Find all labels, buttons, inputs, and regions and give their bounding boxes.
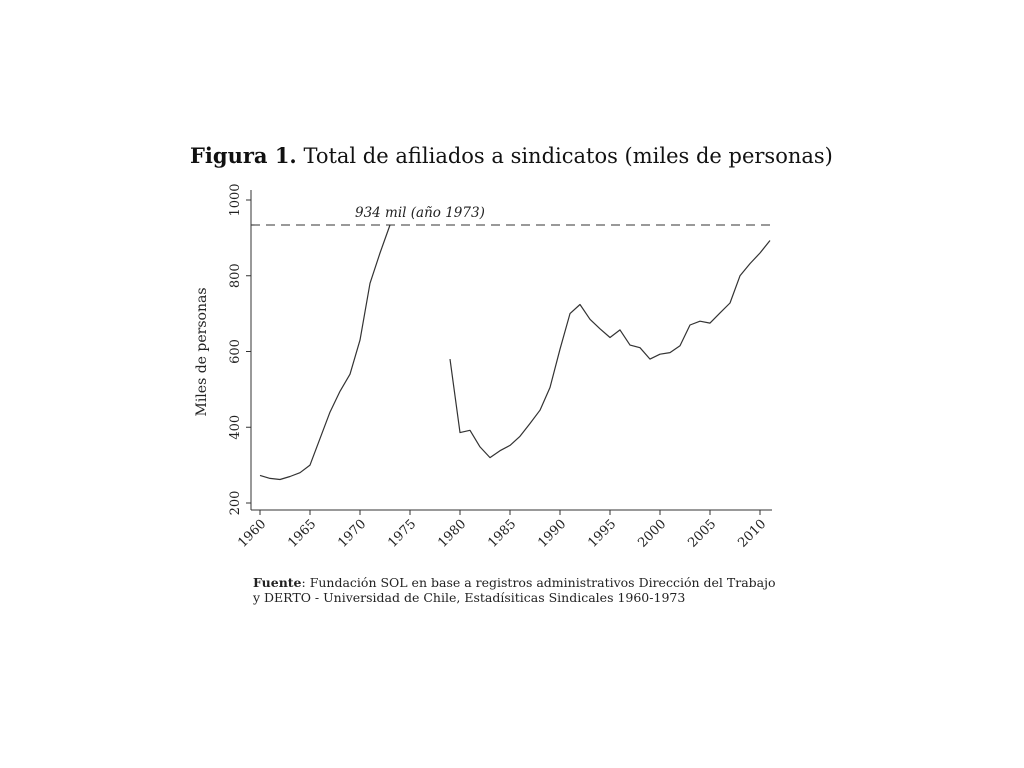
x-tick-label: 1980 — [435, 517, 469, 551]
y-tick-label: 400 — [228, 415, 243, 440]
x-tick-label: 1970 — [335, 517, 369, 551]
source-note: Fuente: Fundación SOL en base a registro… — [253, 575, 776, 605]
series-line-1979-2011 — [449, 240, 771, 459]
series-line-1960-1973 — [259, 224, 391, 481]
source-line-1: : Fundación SOL en base a registros admi… — [301, 575, 776, 590]
source-line-2: y DERTO - Universidad de Chile, Estadísi… — [253, 590, 686, 605]
x-tick-label: 1965 — [285, 517, 319, 551]
figure-title: Figura 1. Total de afiliados a sindicato… — [190, 143, 833, 168]
figure-title-text: Total de afiliados a sindicatos (miles d… — [303, 144, 833, 168]
x-tick-label: 1960 — [235, 517, 269, 551]
x-tick-label: 1985 — [485, 517, 519, 551]
source-label: Fuente — [253, 575, 302, 590]
x-tick-label: 1990 — [535, 517, 569, 551]
x-tick-label: 2000 — [635, 517, 669, 551]
x-tick-label: 1975 — [385, 517, 419, 551]
y-tick-label: 800 — [228, 263, 243, 288]
y-tick-label: 600 — [228, 339, 243, 364]
reference-line-label: 934 mil (año 1973) — [355, 205, 485, 221]
figure-label: Figura 1. — [190, 143, 297, 168]
x-tick-label: 1995 — [585, 517, 619, 551]
y-axis-label: Miles de personas — [194, 287, 210, 416]
x-tick-label: 2010 — [735, 517, 769, 551]
x-tick-label: 2005 — [685, 517, 719, 551]
y-tick-label: 200 — [228, 491, 243, 516]
y-tick-label: 1000 — [228, 183, 243, 216]
series-group — [259, 224, 771, 481]
axes: 200 400 600 800 1000 1960 1965 1970 1975 1980 1985… — [228, 183, 772, 551]
reference-line-group: 934 mil (año 1973) — [251, 205, 772, 226]
